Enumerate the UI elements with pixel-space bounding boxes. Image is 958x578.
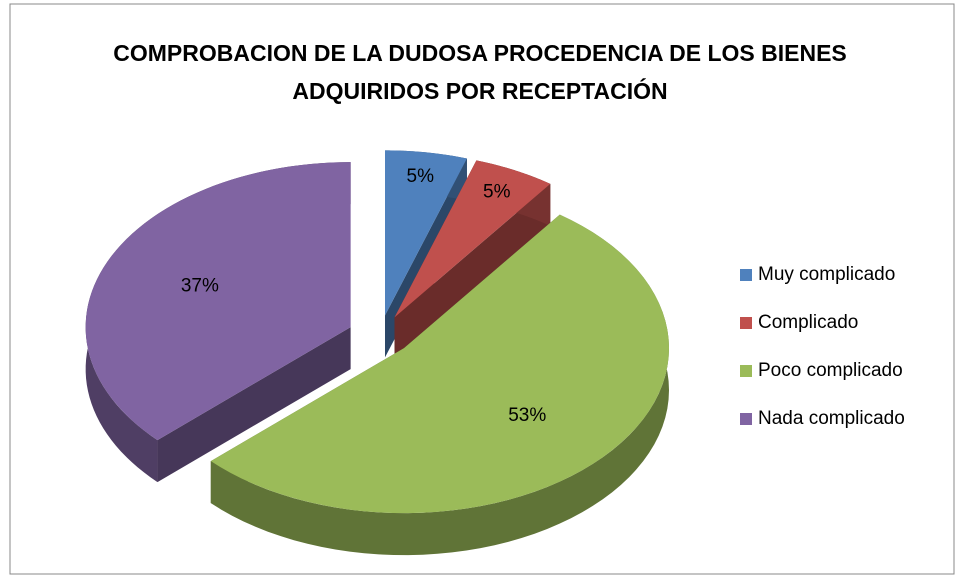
slice-side [210,214,670,556]
slice [210,214,670,514]
legend-swatch [740,317,752,329]
slice [85,162,351,441]
legend-label: Complicado [758,312,858,333]
legend-swatch [740,365,752,377]
legend-swatch [740,413,752,425]
legend: Muy complicado Complicado Poco complicado N… [740,264,905,429]
data-label: 5% [407,166,435,187]
slice [385,150,467,316]
data-label: 37% [181,276,219,297]
slice-wall [157,327,351,483]
slice-wall [394,183,551,360]
slice [394,160,551,318]
data-label: 5% [483,181,511,202]
legend-label: Poco complicado [758,360,903,381]
legend-label: Nada complicado [758,408,905,429]
pie-tops [85,150,670,514]
labels: 5% 5% 53% 37% [181,166,547,426]
data-label: 53% [508,405,546,426]
legend-swatch [740,269,752,281]
chart-title: COMPROBACION DE LA DUDOSA PROCEDENCIA DE… [113,40,847,104]
legend-label: Muy complicado [758,264,895,285]
